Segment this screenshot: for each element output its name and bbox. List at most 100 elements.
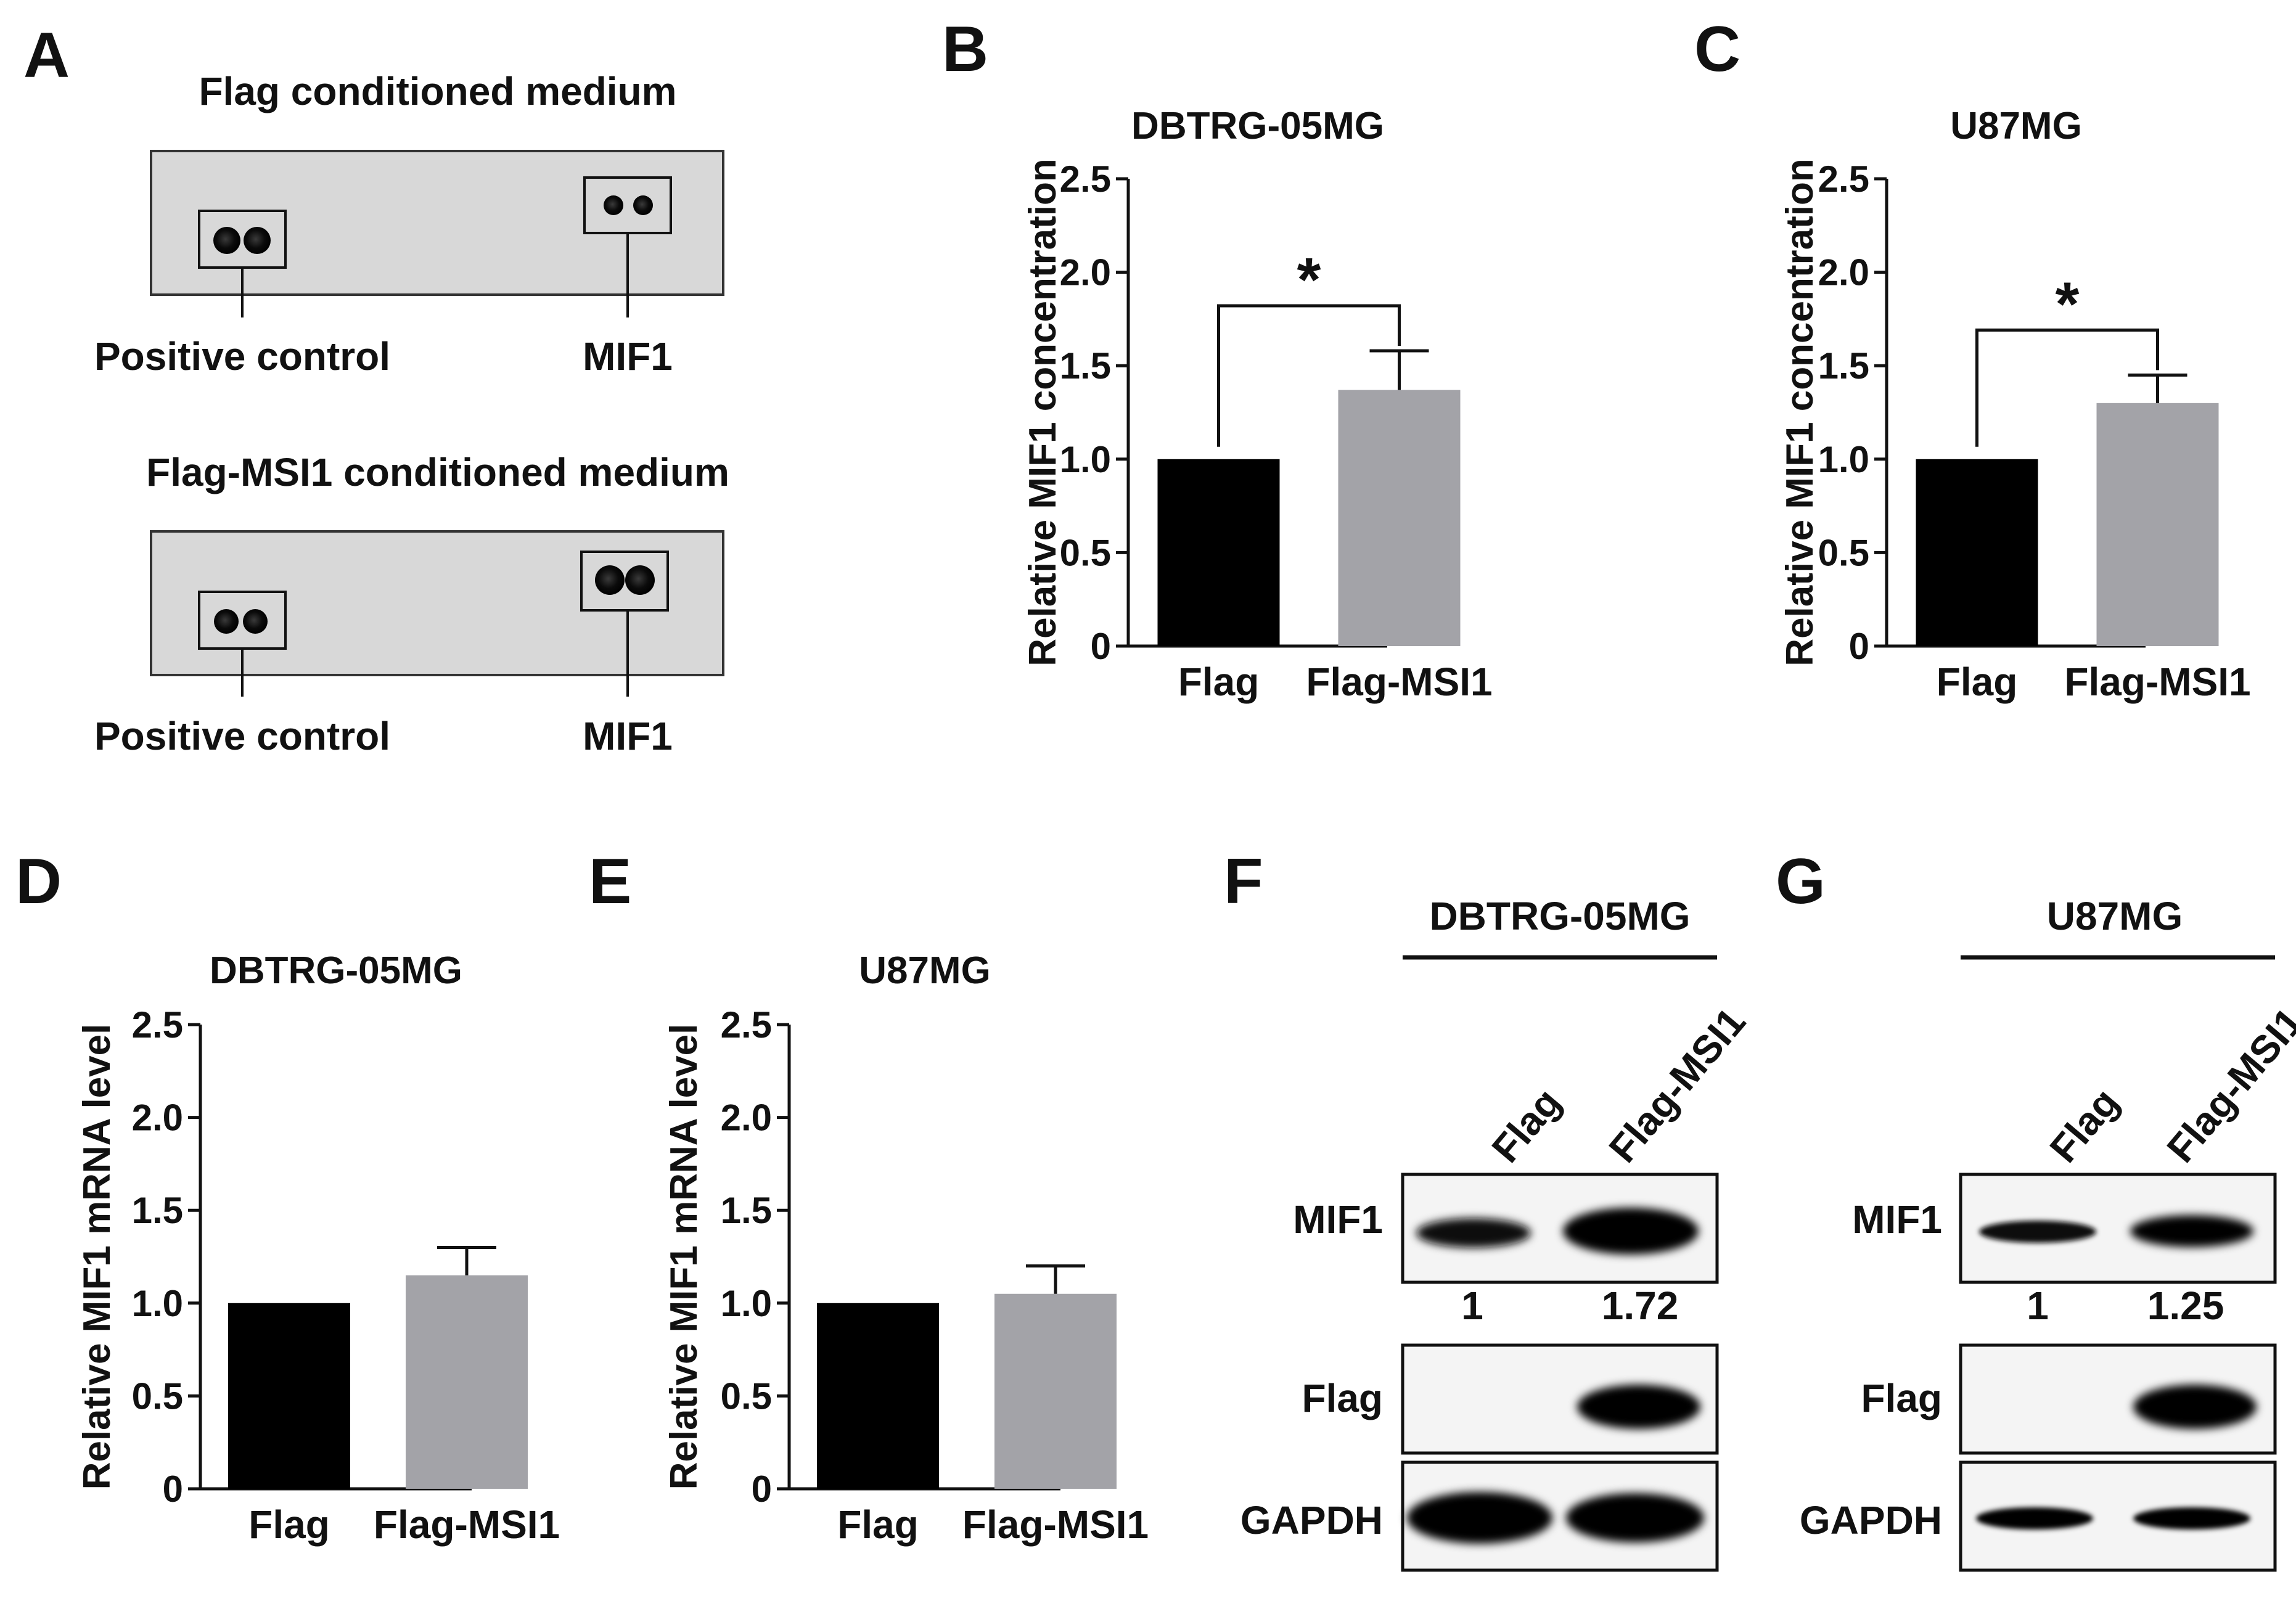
y-tick-label: 1.5 bbox=[1060, 345, 1111, 387]
chart-title: DBTRG-05MG bbox=[210, 949, 462, 992]
blot-g-gapdh-band bbox=[2133, 1507, 2250, 1529]
panel-letter-b: B bbox=[942, 14, 988, 85]
blot-f-flag-band bbox=[1577, 1385, 1700, 1429]
panel-a-dot-blot-arrays: A Flag conditioned medium Positive contr… bbox=[23, 20, 729, 758]
panel-letter-a: A bbox=[23, 20, 70, 91]
significance-marker: * bbox=[1297, 245, 1321, 314]
y-axis-label: Relative MIF1 concentration bbox=[1022, 158, 1064, 666]
bar-flag bbox=[1157, 459, 1280, 646]
blot-f-cell-line: DBTRG-05MG bbox=[1429, 894, 1690, 938]
blot-g-cell-line: U87MG bbox=[2047, 894, 2183, 938]
y-tick-label: 2.0 bbox=[132, 1097, 183, 1139]
array-2-mif1-dot bbox=[625, 565, 655, 595]
y-tick-label: 0 bbox=[163, 1468, 183, 1510]
y-tick-label: 1.0 bbox=[1818, 439, 1869, 480]
blot-g-flag-band bbox=[2133, 1385, 2257, 1429]
bar-flag bbox=[817, 1303, 939, 1489]
array-1-mif1-label: MIF1 bbox=[583, 334, 673, 379]
x-tick-label: Flag bbox=[837, 1502, 919, 1547]
y-tick-label: 0 bbox=[1091, 626, 1111, 667]
blot-f-quant: 1 bbox=[1461, 1284, 1483, 1328]
array-1-mif1-dot bbox=[633, 195, 653, 215]
array-1-control-dot bbox=[213, 227, 240, 254]
y-tick-label: 2.5 bbox=[1060, 158, 1111, 200]
chart-title: DBTRG-05MG bbox=[1131, 105, 1384, 147]
blot-f-flag-membrane bbox=[1401, 1343, 1719, 1455]
blot-g-lane-label: Flag bbox=[2041, 1080, 2128, 1171]
array-2-mif1-box bbox=[580, 551, 669, 612]
bar-flag-msi1 bbox=[2096, 403, 2219, 646]
blot-g-mif1-band bbox=[1979, 1221, 2096, 1243]
panel-f-western-blot: F DBTRG-05MG Flag Flag-MSI1 MIF1 1 1.72 … bbox=[1224, 846, 1754, 1572]
y-tick-label: 1.5 bbox=[132, 1190, 183, 1231]
blot-f-lane-label: Flag bbox=[1483, 1080, 1570, 1171]
blot-f-gapdh-band bbox=[1407, 1492, 1552, 1544]
array-1-mif1-dot bbox=[604, 195, 623, 215]
blot-g-lane-label: Flag-MSI1 bbox=[2159, 999, 2296, 1171]
x-tick-label: Flag-MSI1 bbox=[374, 1502, 560, 1547]
blot-f-mif1-band bbox=[1563, 1208, 1699, 1255]
y-tick-label: 2.0 bbox=[1060, 252, 1111, 293]
array-1-control-label: Positive control bbox=[94, 334, 390, 379]
bar-flag-msi1 bbox=[1338, 390, 1461, 646]
y-axis-label: Relative MIF1 concentration bbox=[1779, 158, 1821, 666]
array-1-control-dot bbox=[244, 227, 271, 254]
bar-chart-panel-c: C U87MG Relative MIF1 concentration 0 0.5 1.0… bbox=[1694, 14, 2251, 704]
blot-f-mif1-band bbox=[1416, 1218, 1531, 1248]
x-tick-label: Flag bbox=[1937, 660, 2018, 704]
blot-g-row-label: GAPDH bbox=[1800, 1498, 1942, 1542]
blot-f-quant: 1.72 bbox=[1602, 1284, 1679, 1328]
bar-flag bbox=[1916, 459, 2038, 646]
bar-flag bbox=[228, 1303, 350, 1489]
y-tick-label: 2.5 bbox=[1818, 158, 1869, 200]
blot-g-mif1-band bbox=[2130, 1215, 2253, 1247]
x-tick-label: Flag-MSI1 bbox=[1306, 660, 1492, 704]
blot-g-quant: 1.25 bbox=[2147, 1284, 2224, 1328]
bar-flag-msi1 bbox=[406, 1275, 528, 1489]
y-tick-label: 1.5 bbox=[1818, 345, 1869, 387]
array-2-mif1-dot bbox=[595, 565, 625, 595]
significance-marker: * bbox=[2056, 269, 2080, 338]
significance-bracket bbox=[1975, 328, 2159, 447]
blot-g-quant: 1 bbox=[2027, 1284, 2049, 1328]
panel-letter-g: G bbox=[1776, 846, 1826, 917]
y-tick-label: 0.5 bbox=[1818, 532, 1869, 573]
panel-letter-c: C bbox=[1694, 14, 1740, 85]
x-tick-label: Flag bbox=[248, 1502, 330, 1547]
chart-title: U87MG bbox=[859, 949, 991, 992]
y-tick-label: 2.5 bbox=[721, 1004, 772, 1046]
bar-charts: B DBTRG-05MG Relative MIF1 concentration 0 0… bbox=[15, 14, 2251, 1547]
y-axis-label: Relative MIF1 mRNA level bbox=[76, 1024, 118, 1490]
blot-g-row-label: Flag bbox=[1861, 1376, 1942, 1420]
blot-f-row-label: Flag bbox=[1302, 1376, 1383, 1420]
y-tick-label: 0 bbox=[1849, 626, 1869, 667]
blot-f-row-label: MIF1 bbox=[1293, 1197, 1383, 1242]
y-tick-label: 0 bbox=[752, 1468, 772, 1510]
bar-chart-panel-e: E U87MG Relative MIF1 mRNA level 0 0.5 1.0 1.5… bbox=[589, 846, 1149, 1547]
array-2-control-dot bbox=[243, 609, 268, 634]
array-1-title: Flag conditioned medium bbox=[199, 69, 676, 113]
y-axis-label: Relative MIF1 mRNA level bbox=[663, 1024, 705, 1490]
blot-f-row-label: GAPDH bbox=[1240, 1498, 1383, 1542]
blot-g-row-label: MIF1 bbox=[1852, 1197, 1942, 1242]
y-tick-label: 2.0 bbox=[721, 1097, 772, 1139]
blot-g-gapdh-band bbox=[1976, 1507, 2093, 1529]
blot-f-lane-label: Flag-MSI1 bbox=[1601, 999, 1754, 1171]
x-tick-label: Flag-MSI1 bbox=[962, 1502, 1149, 1547]
panel-letter-d: D bbox=[15, 846, 62, 917]
y-tick-label: 0.5 bbox=[1060, 532, 1111, 573]
blot-f-gapdh-band bbox=[1566, 1493, 1704, 1542]
array-2-control-label: Positive control bbox=[94, 714, 390, 758]
y-tick-label: 1.5 bbox=[721, 1190, 772, 1231]
panel-letter-e: E bbox=[589, 846, 631, 917]
array-1-membrane bbox=[150, 150, 724, 296]
array-2-mif1-label: MIF1 bbox=[583, 714, 673, 758]
chart-title: U87MG bbox=[1950, 105, 2082, 147]
bar-chart-panel-b: B DBTRG-05MG Relative MIF1 concentration 0 0… bbox=[942, 14, 1493, 704]
bar-flag-msi1 bbox=[994, 1293, 1117, 1489]
y-tick-label: 2.0 bbox=[1818, 252, 1869, 293]
bar-chart-panel-d: D DBTRG-05MG Relative MIF1 mRNA level 0 0.5 1… bbox=[15, 846, 560, 1547]
y-tick-label: 1.0 bbox=[721, 1283, 772, 1324]
y-tick-label: 0.5 bbox=[721, 1375, 772, 1417]
